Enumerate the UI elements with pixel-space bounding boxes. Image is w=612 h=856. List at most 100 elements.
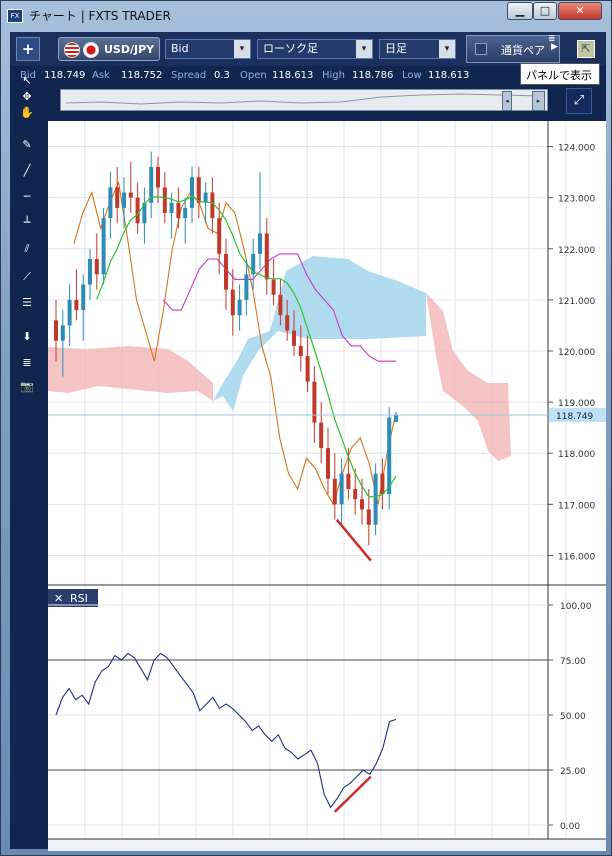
currency-pair-checkbox[interactable] [475, 43, 487, 55]
candle-body [292, 330, 296, 346]
candle-body [88, 259, 92, 285]
rsi-close-icon: ✕ [54, 592, 63, 605]
text-t-icon[interactable]: ┴ [23, 216, 31, 229]
spread-value: 0.3 [214, 70, 230, 81]
list-icon[interactable]: ≣ [22, 356, 32, 369]
rsi-tick-label: 25.00 [560, 767, 586, 777]
open-label: Open [240, 70, 267, 81]
trendline-icon[interactable]: ╱ [23, 164, 31, 177]
divergence-trendline [335, 518, 372, 562]
y-tick-label: 119.000 [558, 399, 595, 409]
candle-body [149, 167, 154, 203]
candle-body [142, 202, 147, 224]
chart-type-select[interactable]: ローソク足 ▾ [257, 39, 373, 59]
y-tick-label: 116.000 [558, 552, 595, 562]
low-value: 118.613 [428, 70, 470, 81]
rsi-divergence-trendline [333, 775, 372, 813]
chart-area[interactable]: 124.000 123.000 122.000 121.000 120.000 119.0… [48, 121, 606, 851]
arrow-cursor-icon[interactable]: ↖ [22, 74, 32, 87]
y-tick-label: 117.000 [558, 501, 595, 511]
window-title: チャート | FXTS TRADER [29, 9, 171, 23]
pencil-icon[interactable]: ✎ [22, 138, 32, 151]
y-tick-label: 120.000 [558, 348, 595, 358]
candle-body [196, 177, 201, 203]
y-tick-label: 122.000 [558, 246, 595, 256]
panel-view-button[interactable]: ⇱ [577, 40, 595, 58]
candle-body [278, 294, 283, 316]
ask-label: Ask [92, 70, 110, 81]
candle-body [176, 202, 181, 219]
candle-body [203, 192, 208, 203]
spread-label: Spread [171, 70, 207, 81]
candle-body [271, 279, 276, 295]
candle-body [115, 187, 120, 208]
candle-body [353, 489, 358, 500]
panel-view-tooltip: パネルで表示 [520, 63, 600, 85]
candle-body [394, 414, 398, 422]
candle-body [244, 274, 249, 300]
bid-label: Bid [20, 70, 36, 81]
close-button[interactable]: ✕ [558, 2, 602, 20]
candle-body [360, 499, 364, 510]
candle-body [312, 381, 317, 423]
candle-body [101, 218, 106, 275]
candle-body [169, 202, 174, 213]
minimize-button[interactable]: ▁ [507, 2, 533, 20]
fibonacci-icon[interactable]: ☰ [22, 296, 32, 309]
title-bar: FX チャート | FXTS TRADER ▁ □ ✕ [1, 1, 612, 31]
navigator-right-handle[interactable]: ▸ [532, 91, 545, 111]
price-type-select[interactable]: Bid ▾ [165, 39, 251, 59]
moving-average-line [96, 195, 397, 498]
fan-icon[interactable]: ⟋ [23, 270, 31, 283]
chevron-down-icon: ▾ [356, 40, 372, 58]
quote-bar: Bid 118.749 Ask 118.752 Spread 0.3 Open … [10, 66, 606, 86]
candle-body [54, 320, 58, 341]
candle-body [108, 187, 113, 219]
navigator-slider[interactable] [60, 89, 548, 111]
y-tick-label: 123.000 [558, 195, 595, 205]
channel-icon[interactable]: ⫽ [24, 242, 30, 255]
add-chart-button[interactable]: + [16, 37, 40, 61]
rsi-tick-label: 75.00 [560, 657, 586, 667]
navigator-sparkline [65, 93, 542, 105]
candle-body [258, 233, 262, 254]
rsi-label: RSI [70, 592, 88, 605]
timeframe-select[interactable]: 日足 ▾ [379, 39, 456, 59]
low-label: Low [402, 70, 422, 81]
candle-body [380, 473, 385, 495]
drawing-tools: ↖ ✥ ✋ ✎ ╱ ─ ┴ ⫽ ⟋ ☰ ⬇ ≣ 📷 [10, 72, 40, 393]
menu-icon[interactable]: ≣ [548, 34, 556, 44]
y-tick-label: 121.000 [558, 297, 595, 307]
hand-icon[interactable]: ✋ [20, 106, 34, 119]
candle-body [156, 167, 160, 188]
chevron-down-icon: ▾ [234, 40, 250, 58]
symbol-button[interactable]: USD/JPY [58, 37, 160, 61]
candle-body [224, 253, 228, 290]
crosshair-icon[interactable]: ✥ [22, 90, 32, 103]
currency-pair-button[interactable]: 通貨ペア ▶ [466, 35, 560, 63]
candle-body [298, 345, 303, 357]
candle-body [81, 284, 86, 311]
chart-window-body: + USD/JPY Bid ▾ ローソク足 ▾ 日足 ▾ 通貨ペア ▶ [10, 32, 606, 851]
arrow-down-icon[interactable]: ⬇ [22, 330, 32, 343]
rsi-header [48, 589, 98, 607]
play-arrow-icon: ▶ [551, 42, 558, 52]
high-value: 118.786 [352, 70, 394, 81]
chart-type-value: ローソク足 [263, 42, 318, 55]
candle-body [162, 187, 167, 213]
horizontal-line-icon[interactable]: ─ [23, 190, 31, 203]
rsi-tick-label: 100.00 [560, 602, 592, 612]
timeframe-value: 日足 [385, 42, 407, 55]
maximize-button[interactable]: □ [533, 2, 557, 20]
expand-icon[interactable]: ⤢ [566, 88, 592, 114]
symbol-label: USD/JPY [104, 43, 155, 56]
candle-body [217, 218, 222, 254]
candle-body [237, 299, 242, 316]
cloud-bearish-future [426, 293, 511, 461]
camera-icon[interactable]: 📷 [20, 380, 34, 393]
current-price-label: 118.749 [556, 412, 593, 422]
candle-body [332, 478, 337, 505]
chart-toolbar: + USD/JPY Bid ▾ ローソク足 ▾ 日足 ▾ 通貨ペア ▶ [10, 32, 606, 66]
chart-background [48, 121, 606, 851]
navigator-left-handle[interactable]: ◂ [502, 91, 512, 111]
